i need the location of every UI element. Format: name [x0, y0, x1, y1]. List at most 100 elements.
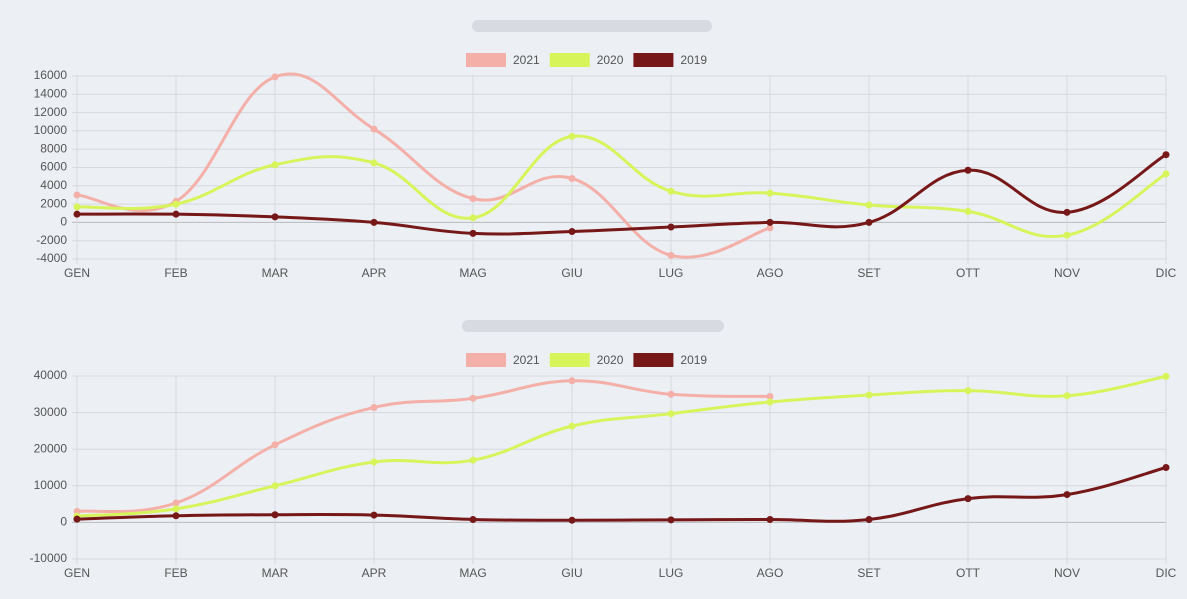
- data-point: [1063, 392, 1071, 400]
- title-placeholder: [472, 20, 712, 32]
- title-placeholder: [462, 320, 724, 332]
- x-tick-label: AGO: [757, 566, 784, 580]
- data-point: [172, 505, 180, 513]
- data-point: [271, 213, 279, 221]
- legend-label: 2020: [597, 353, 624, 367]
- legend-swatch: [466, 353, 506, 367]
- legend-swatch: [549, 53, 590, 67]
- x-tick-label: GEN: [64, 566, 90, 580]
- data-point: [271, 161, 279, 169]
- data-point: [568, 516, 576, 524]
- data-point: [469, 515, 477, 523]
- data-point: [73, 515, 81, 523]
- x-tick-label: AGO: [757, 266, 784, 280]
- y-tick-label: 8000: [40, 141, 67, 155]
- data-point: [370, 159, 378, 167]
- legend-label: 2021: [513, 53, 540, 67]
- x-tick-label: SET: [857, 266, 881, 280]
- data-point: [964, 166, 972, 174]
- data-point: [766, 392, 774, 400]
- data-point: [469, 195, 477, 203]
- data-point: [1162, 151, 1170, 159]
- y-tick-label: 16000: [34, 68, 68, 82]
- x-tick-label: GIU: [561, 566, 582, 580]
- x-tick-label: MAR: [262, 266, 289, 280]
- data-point: [172, 499, 180, 507]
- y-tick-label: 2000: [40, 196, 67, 210]
- data-point: [964, 207, 972, 215]
- x-tick-label: DIC: [1156, 266, 1177, 280]
- x-tick-label: SET: [857, 566, 881, 580]
- x-tick-label: FEB: [164, 566, 187, 580]
- data-point: [766, 224, 774, 232]
- x-tick-label: NOV: [1054, 266, 1080, 280]
- legend-label: 2019: [680, 353, 707, 367]
- y-tick-label: -10000: [30, 551, 68, 565]
- data-point: [865, 391, 873, 399]
- data-point: [469, 456, 477, 464]
- x-tick-label: NOV: [1054, 566, 1080, 580]
- data-point: [271, 441, 279, 449]
- legend-swatch: [549, 353, 590, 367]
- y-tick-label: 6000: [40, 160, 67, 174]
- y-tick-label: 14000: [34, 86, 68, 100]
- series-line: [76, 72, 771, 259]
- legend-swatch: [633, 53, 674, 67]
- data-point: [766, 218, 774, 226]
- data-point: [667, 187, 675, 195]
- data-point: [172, 200, 180, 208]
- data-point: [469, 214, 477, 222]
- data-point: [568, 377, 576, 385]
- y-tick-label: -4000: [36, 251, 67, 265]
- data-point: [865, 218, 873, 226]
- data-point: [271, 511, 279, 519]
- y-tick-label: 20000: [34, 441, 68, 455]
- data-point: [370, 218, 378, 226]
- data-point: [865, 201, 873, 209]
- x-tick-label: LUG: [659, 566, 684, 580]
- data-point: [568, 422, 576, 430]
- data-point: [766, 189, 774, 197]
- data-point: [172, 210, 180, 218]
- y-tick-label: 0: [60, 515, 67, 529]
- data-point: [469, 229, 477, 237]
- data-point: [172, 512, 180, 520]
- x-tick-label: GEN: [64, 266, 90, 280]
- series-line: [76, 379, 771, 514]
- y-tick-label: -2000: [36, 233, 67, 247]
- y-tick-label: 10000: [34, 478, 68, 492]
- data-point: [1162, 170, 1170, 178]
- data-point: [568, 228, 576, 236]
- data-point: [73, 210, 81, 218]
- x-tick-label: MAG: [459, 566, 486, 580]
- data-point: [1063, 231, 1071, 239]
- y-tick-label: 30000: [34, 405, 68, 419]
- data-point: [1162, 372, 1170, 380]
- data-point: [568, 132, 576, 140]
- data-point: [964, 495, 972, 503]
- x-tick-label: OTT: [956, 566, 981, 580]
- legend-label: 2020: [597, 53, 624, 67]
- x-tick-label: GIU: [561, 266, 582, 280]
- y-tick-label: 4000: [40, 178, 67, 192]
- data-point: [73, 191, 81, 199]
- legend-swatch: [633, 353, 674, 367]
- data-point: [1063, 208, 1071, 216]
- y-tick-label: 10000: [34, 123, 68, 137]
- data-point: [667, 410, 675, 418]
- data-point: [568, 174, 576, 182]
- data-point: [766, 515, 774, 523]
- data-point: [667, 223, 675, 231]
- data-point: [271, 482, 279, 490]
- data-point: [766, 398, 774, 406]
- x-tick-label: APR: [362, 266, 387, 280]
- x-tick-label: APR: [362, 566, 387, 580]
- data-point: [370, 403, 378, 411]
- data-point: [370, 458, 378, 466]
- data-point: [865, 515, 873, 523]
- x-tick-label: MAR: [262, 566, 289, 580]
- legend-label: 2019: [680, 53, 707, 67]
- data-point: [667, 251, 675, 259]
- data-point: [370, 125, 378, 133]
